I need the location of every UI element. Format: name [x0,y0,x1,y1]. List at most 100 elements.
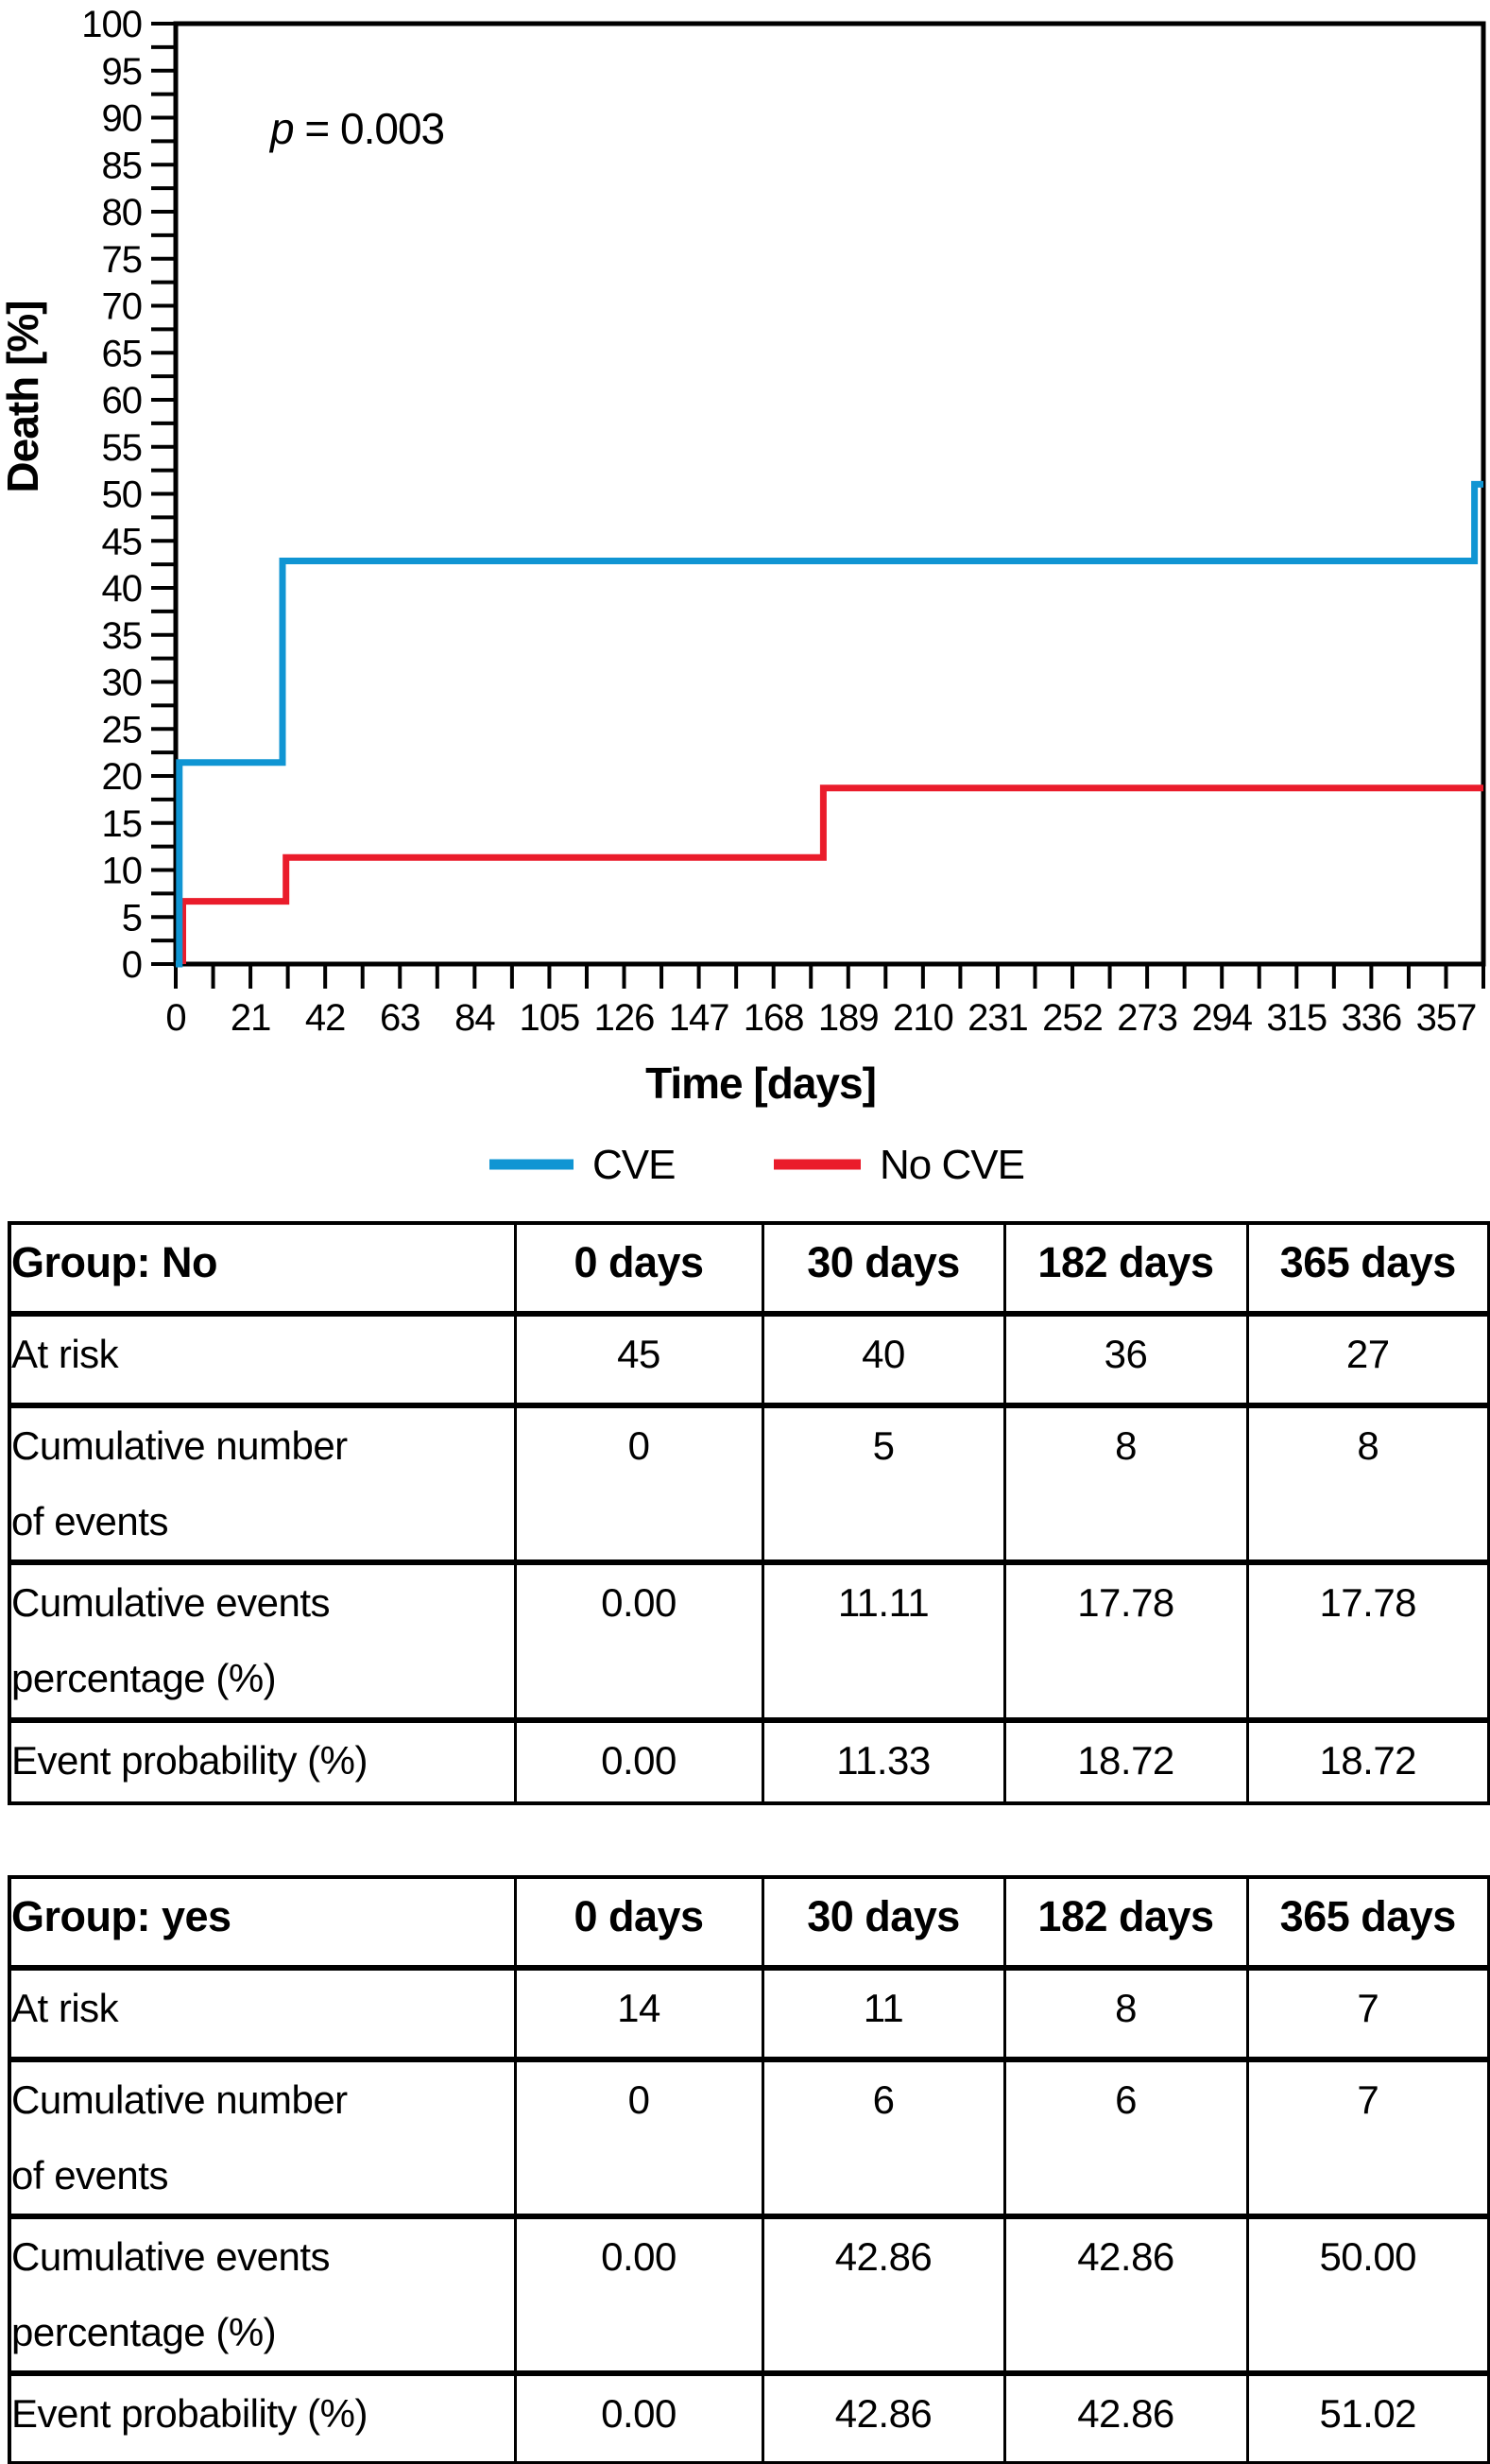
value-cell: 7 [1245,2057,1490,2218]
value-cell: 11.33 [761,1717,1006,1805]
y-tick-label: 60 [102,380,143,422]
row-label-cell: Event probability (%) [8,2370,517,2464]
value-cell: 42.86 [1002,2370,1249,2464]
value-cell: 0 [513,2057,764,2218]
table-header-cell: 365 days [1245,1875,1490,1970]
row-label-cell: At risk [8,1965,517,2061]
value-cell: 7 [1245,1965,1490,2061]
y-tick-label: 50 [102,474,143,516]
value-cell: 0.00 [513,1559,764,1722]
value-cell: 50.00 [1245,2214,1490,2375]
y-tick-label: 70 [102,286,143,328]
value-cell: 42.86 [1002,2214,1249,2375]
y-tick-label: 85 [102,145,143,186]
table-header-cell: 0 days [513,1875,764,1970]
x-tick-label: 294 [1191,997,1252,1039]
table-row: Cumulative number of events 0 6 6 7 [8,2057,1490,2218]
x-tick-label: 147 [669,997,729,1039]
row-label-cell: Cumulative events percentage (%) [8,1559,517,1722]
y-tick-label: 25 [102,709,143,750]
value-cell: 18.72 [1245,1717,1490,1805]
table-row: Event probability (%) 0.00 42.86 42.86 51.02 [8,2370,1490,2464]
y-tick-label: 40 [102,568,143,610]
x-tick-label: 315 [1266,997,1327,1039]
row-label-cell: Cumulative number of events [8,2057,517,2218]
value-cell: 8 [1245,1403,1490,1564]
x-tick-label: 42 [305,997,346,1039]
table-header-row: Group: No 0 days 30 days 182 days 365 days [8,1221,1490,1316]
x-tick-label: 336 [1341,997,1401,1039]
value-cell: 5 [761,1403,1006,1564]
y-tick-label: 35 [102,615,143,657]
table-header-cell: 30 days [761,1875,1006,1970]
value-cell: 0.00 [513,2214,764,2375]
y-tick-label: 5 [122,897,142,939]
y-tick-label: 30 [102,663,143,704]
y-tick-label: 0 [122,944,142,986]
table-row: Cumulative events percentage (%) 0.00 42.8… [8,2214,1490,2375]
legend-label-cve: CVE [592,1142,675,1188]
value-cell: 45 [513,1311,764,1407]
table-row: Event probability (%) 0.00 11.33 18.72 18.72 [8,1717,1490,1805]
x-tick-label: 189 [818,997,879,1039]
value-cell: 17.78 [1245,1559,1490,1722]
value-cell: 0.00 [513,2370,764,2464]
value-cell: 0 [513,1403,764,1564]
y-tick-label: 90 [102,98,143,140]
survival-chart: 0 5 10 15 20 25 30 35 40 45 50 55 60 65 70 75 80 85 90 95 10… [0,0,1490,1200]
y-axis-title: Death [%] [0,301,47,492]
no-cve-series-line [180,784,1483,964]
table-header-cell: 0 days [513,1221,764,1316]
value-cell: 42.86 [761,2370,1006,2464]
value-cell: 14 [513,1965,764,2061]
table-header-cell: 182 days [1002,1221,1249,1316]
x-tick-label: 21 [231,997,271,1039]
value-cell: 51.02 [1245,2370,1490,2464]
value-cell: 17.78 [1002,1559,1249,1722]
value-cell: 6 [761,2057,1006,2218]
value-cell: 0.00 [513,1717,764,1805]
x-tick-label: 168 [744,997,804,1039]
y-tick-label: 95 [102,51,143,93]
value-cell: 8 [1002,1965,1249,2061]
table-header-cell: 30 days [761,1221,1006,1316]
x-tick-label: 63 [380,997,420,1039]
x-axis-title: Time [days] [645,1059,876,1108]
x-tick-label: 0 [165,997,185,1039]
table-row: Cumulative events percentage (%) 0.00 11.1… [8,1559,1490,1722]
x-tick-label: 84 [454,997,495,1039]
y-tick-label: 80 [102,192,143,233]
x-tick-label: 231 [968,997,1028,1039]
value-cell: 36 [1002,1311,1249,1407]
x-tick-label: 273 [1117,997,1177,1039]
plot-border [173,21,1486,967]
cve-series-line [176,480,1483,968]
legend-label-no-cve: No CVE [880,1142,1024,1188]
row-label-cell: Cumulative events percentage (%) [8,2214,517,2375]
table-header-cell: Group: No [8,1221,517,1316]
row-label-cell: Event probability (%) [8,1717,517,1805]
value-cell: 6 [1002,2057,1249,2218]
y-tick-label: 55 [102,427,143,469]
value-cell: 27 [1245,1311,1490,1407]
x-tick-label: 105 [520,997,580,1039]
y-tick-label: 10 [102,851,143,892]
table-header-cell: Group: yes [8,1875,517,1970]
row-label-cell: At risk [8,1311,517,1407]
group-yes-table: Group: yes 0 days 30 days 182 days 365 days A… [8,1875,1490,2464]
value-cell: 11 [761,1965,1006,2061]
value-cell: 42.86 [761,2214,1006,2375]
y-tick-label: 15 [102,803,143,845]
group-no-table: Group: No 0 days 30 days 182 days 365 days At… [8,1221,1490,1805]
table-header-cell: 182 days [1002,1875,1249,1970]
value-cell: 8 [1002,1403,1249,1564]
x-tick-label: 252 [1042,997,1103,1039]
value-cell: 18.72 [1002,1717,1249,1805]
table-row: Cumulative number of events 0 5 8 8 [8,1403,1490,1564]
row-label-cell: Cumulative number of events [8,1403,517,1564]
y-tick-label: 75 [102,239,143,281]
y-tick-label: 20 [102,756,143,798]
x-tick-label: 126 [594,997,655,1039]
table-header-row: Group: yes 0 days 30 days 182 days 365 days [8,1875,1490,1970]
